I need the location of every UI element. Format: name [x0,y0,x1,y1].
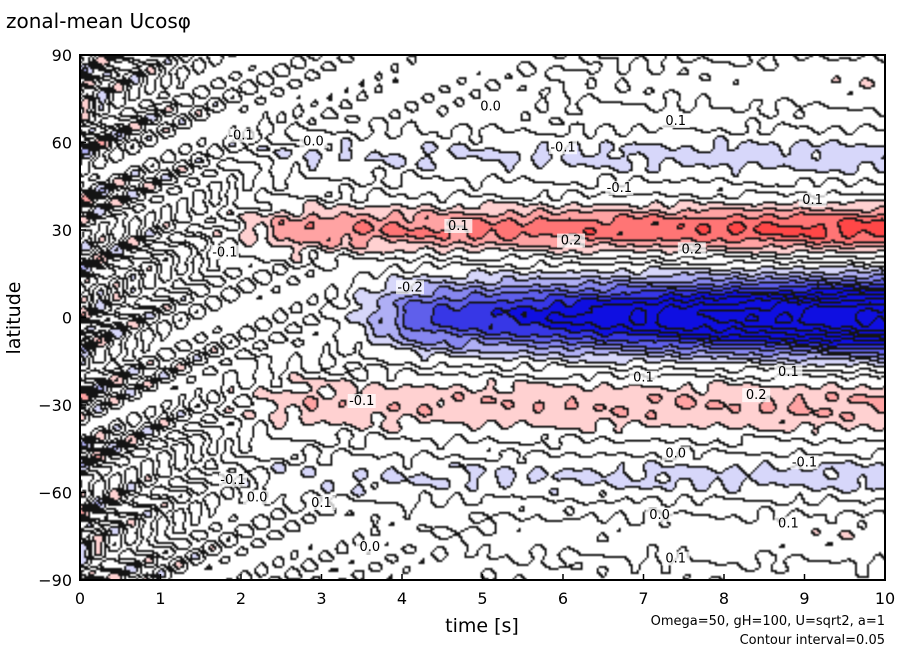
x-tick-label: 3 [316,589,326,608]
x-tick-label: 6 [558,589,568,608]
contour-label-background [210,245,239,260]
contour-label-background [396,280,425,295]
contour-label-background [444,219,473,233]
contour-label: 0.2 [561,234,582,249]
contour-label: 0.1 [778,517,799,532]
y-tick-label: −90 [38,571,72,590]
contour-label-background [645,507,674,522]
x-axis-label: time [s] [445,615,519,637]
contour-label-background [355,539,384,554]
contour-label-background [629,370,658,385]
contour-label: -0.1 [349,394,374,409]
contour-label: 0.2 [746,388,767,403]
contour-label: -0.2 [397,280,422,295]
contour-label: 0.0 [247,490,268,505]
contour-label: 0.0 [480,99,501,114]
contour-label-background [661,446,690,461]
contour-label: 0.1 [665,114,686,129]
contour-label-background [774,516,803,531]
y-tick-label: −30 [38,396,72,415]
contour-label-background [798,192,827,207]
contour-label-background [661,551,690,566]
contour-label: 0.1 [665,552,686,567]
x-tick-label: 4 [397,589,407,608]
parameter-note: Omega=50, gH=100, U=sqrt2, a=1 [651,614,885,629]
contour-label-background [557,233,586,248]
y-tick-label: 90 [52,46,72,65]
contour-label-background [790,455,819,470]
x-tick-label: 1 [155,589,165,608]
contour-label-background [605,181,634,196]
contour-label: 0.0 [359,540,380,555]
contour-label: -0.1 [228,129,253,144]
x-tick-label: 5 [477,589,487,608]
x-tick-label: 10 [875,589,895,608]
contour-label-background [299,134,328,149]
contour-label: 0.1 [633,371,654,386]
contour-label: 0.2 [681,242,702,257]
plot-area: 0.00.1-0.1 0.0 -0.1-0.10.10.10.20.2-0.1-0.… [79,54,886,581]
contour-label-background [476,99,505,114]
y-tick-label: 30 [52,221,72,240]
contour-label: 0.1 [448,219,469,234]
contour-label: -0.1 [550,140,575,155]
y-axis-label: latitude [3,282,25,355]
contour-label: 0.0 [665,447,686,462]
contour-label: -0.1 [792,455,817,470]
contour-label: 0.1 [311,496,332,511]
y-axis: −90 −60 −30 0 30 60 90 [38,46,86,590]
contour-label-background [307,496,336,511]
contour-label-background [218,472,247,487]
y-tick-label: 0 [62,309,72,328]
x-tick-label: 2 [236,589,246,608]
contour-label: -0.1 [212,245,237,260]
contour-label-background [774,364,803,379]
x-tick-label: 0 [75,589,85,608]
contour-label: 0.1 [778,365,799,380]
zonal-mean-field [80,55,885,580]
x-tick-label: 8 [719,589,729,608]
contour-label: -0.1 [220,473,245,488]
contour-label-background [742,388,771,403]
y-tick-label: 60 [52,134,72,153]
contour-label: 0.0 [649,508,670,523]
contour-labels: 0.00.1-0.1 0.0 -0.1-0.10.10.10.20.2-0.1-0.… [210,99,827,567]
x-axis: 0 1 2 3 4 5 6 7 8 9 10 [75,574,895,608]
contour-interval-note: Contour interval=0.05 [740,633,885,648]
contour-label-background [661,114,690,128]
contour-label: 0.0 [303,134,324,149]
x-tick-label: 7 [638,589,648,608]
x-tick-label: 9 [799,589,809,608]
contour-label-background [347,394,376,408]
contour-label: -0.1 [607,181,632,196]
contour-label-background [243,490,272,505]
y-tick-label: −60 [38,484,72,503]
contour-label: 0.1 [802,193,823,208]
contour-label-background [677,242,706,257]
contour-label-background [227,128,255,143]
chart-title: zonal-mean Ucosφ [6,9,191,33]
contour-label-background [549,140,577,155]
